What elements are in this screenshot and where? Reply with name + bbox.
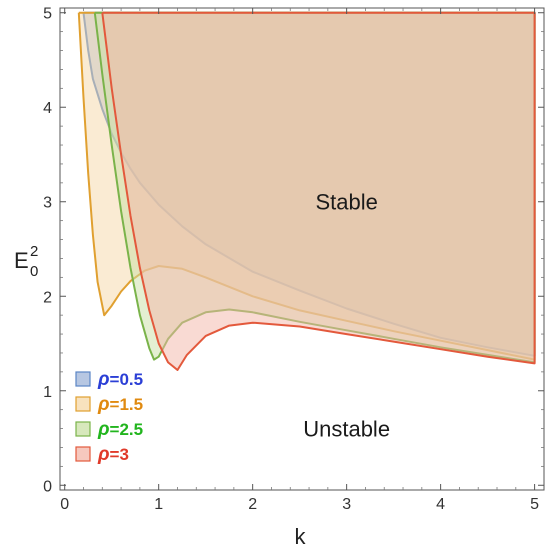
x-tick-label-2: 2 — [248, 496, 257, 513]
x-tick-label-5: 5 — [530, 496, 539, 513]
y-tick-label-4: 4 — [43, 100, 52, 117]
y-tick-label-5: 5 — [43, 6, 52, 23]
legend-rho-symbol: ρ — [97, 369, 110, 390]
y-tick-label-2: 2 — [43, 289, 52, 306]
y-axis-label-subscript: 0 — [30, 263, 38, 280]
legend-value: =1.5 — [110, 395, 144, 414]
legend: ρ=0.5ρ=1.5ρ=2.5ρ=3 — [75, 369, 143, 465]
legend-swatch-4 — [75, 446, 91, 462]
y-tick-label-1: 1 — [43, 384, 52, 401]
legend-label-1: ρ=0.5 — [97, 369, 143, 390]
region-fill-4 — [102, 12, 535, 370]
y-tick-label-3: 3 — [43, 195, 52, 212]
axis-ticks: 0 1 2 3 4 5 0 1 2 3 4 5 — [43, 6, 544, 513]
region-boundary-4 — [101, 11, 536, 371]
legend-label-2: ρ=1.5 — [97, 394, 143, 415]
legend-rho-symbol: ρ — [97, 419, 110, 440]
stable-regions — [77, 11, 536, 371]
legend-item-1: ρ=0.5 — [75, 369, 143, 390]
x-tick-label-4: 4 — [436, 496, 445, 513]
legend-swatch-1 — [75, 371, 91, 387]
legend-rho-symbol: ρ — [97, 394, 110, 415]
y-axis-label-superscript: 2 — [30, 243, 38, 260]
stable-region-label: Stable — [315, 190, 377, 215]
legend-label-4: ρ=3 — [97, 444, 129, 465]
x-tick-label-0: 0 — [60, 496, 69, 513]
y-tick-label-0: 0 — [43, 478, 52, 495]
region-series-4 — [101, 11, 536, 371]
legend-item-3: ρ=2.5 — [75, 419, 143, 440]
legend-value: =3 — [110, 445, 129, 464]
x-tick-label-3: 3 — [342, 496, 351, 513]
y-axis-label-base: E — [14, 248, 29, 273]
unstable-region-label: Unstable — [303, 417, 390, 442]
legend-swatch-2 — [75, 396, 91, 412]
y-axis-label: E 2 0 — [14, 243, 38, 280]
legend-value: =2.5 — [110, 420, 144, 439]
legend-item-4: ρ=3 — [75, 444, 129, 465]
plot-frame — [59, 7, 545, 491]
x-tick-label-1: 1 — [154, 496, 163, 513]
legend-rho-symbol: ρ — [97, 444, 110, 465]
legend-label-3: ρ=2.5 — [97, 419, 143, 440]
legend-item-2: ρ=1.5 — [75, 394, 143, 415]
legend-swatch-3 — [75, 421, 91, 437]
x-axis-label: k — [295, 524, 307, 549]
legend-value: =0.5 — [110, 370, 144, 389]
